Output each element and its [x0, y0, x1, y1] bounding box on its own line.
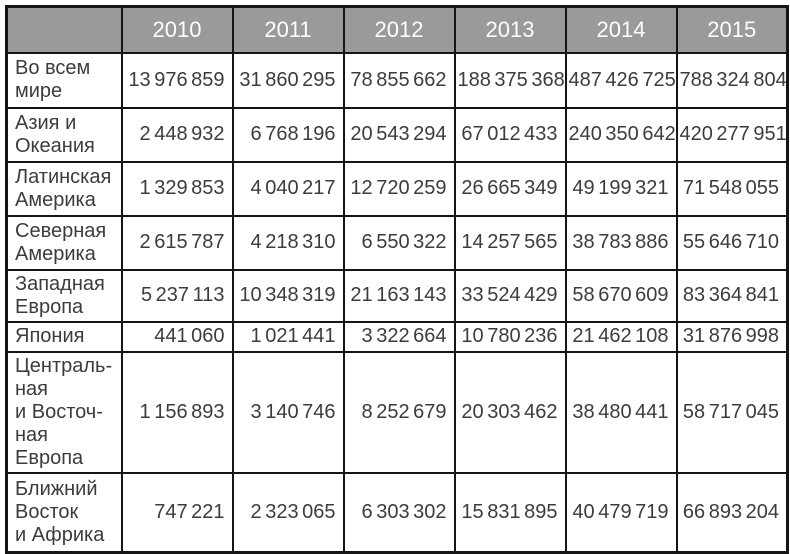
row-label-asia-oceania: Азия и Океания [5, 106, 123, 163]
cell-value: 3 140 746 [231, 350, 345, 474]
cell-value: 78 855 662 [342, 51, 456, 109]
cell-value: 487 426 725 [564, 51, 678, 109]
cell-value: 10 780 236 [453, 320, 567, 353]
cell-value: 8 252 679 [342, 350, 456, 474]
year-header-2010: 2010 [120, 5, 234, 54]
cell-value: 66 893 204 [675, 471, 789, 554]
row-label-north-america: Северная Америка [5, 214, 123, 271]
cell-value: 747 221 [120, 471, 234, 554]
cell-value: 20 543 294 [342, 106, 456, 163]
cell-value: 4 040 217 [231, 160, 345, 217]
cell-value: 10 348 319 [231, 268, 345, 323]
cell-value: 31 876 998 [675, 320, 789, 353]
header-row: 2010 2011 2012 2013 2014 2015 [5, 5, 789, 54]
year-header-2011: 2011 [231, 5, 345, 54]
table-row-western-europe: Западная Европа 5 237 113 10 348 319 21 … [5, 268, 789, 323]
cell-value: 2 448 932 [120, 106, 234, 163]
cell-value: 15 831 895 [453, 471, 567, 554]
cell-value: 71 548 055 [675, 160, 789, 217]
cell-value: 67 012 433 [453, 106, 567, 163]
cell-value: 21 462 108 [564, 320, 678, 353]
cell-value: 6 550 322 [342, 214, 456, 271]
cell-value: 2 615 787 [120, 214, 234, 271]
table-row-central-eastern-europe: Централь- ная и Восточ- ная Европа 1 156… [5, 350, 789, 474]
cell-value: 441 060 [120, 320, 234, 353]
cell-value: 188 375 368 [453, 51, 567, 109]
cell-value: 40 479 719 [564, 471, 678, 554]
cell-value: 83 364 841 [675, 268, 789, 323]
table-row-latin-america: Латинская Америка 1 329 853 4 040 217 12… [5, 160, 789, 217]
year-header-2014: 2014 [564, 5, 678, 54]
table-row-worldwide: Во всем мире 13 976 859 31 860 295 78 85… [5, 51, 789, 109]
corner-cell [5, 5, 123, 54]
table-row-asia-oceania: Азия и Океания 2 448 932 6 768 196 20 54… [5, 106, 789, 163]
cell-value: 3 322 664 [342, 320, 456, 353]
cell-value: 788 324 804 [675, 51, 789, 109]
cell-value: 6 303 302 [342, 471, 456, 554]
year-header-2015: 2015 [675, 5, 789, 54]
cell-value: 49 199 321 [564, 160, 678, 217]
cell-value: 6 768 196 [231, 106, 345, 163]
cell-value: 31 860 295 [231, 51, 345, 109]
cell-value: 38 480 441 [564, 350, 678, 474]
row-label-latin-america: Латинская Америка [5, 160, 123, 217]
cell-value: 5 237 113 [120, 268, 234, 323]
cell-value: 12 720 259 [342, 160, 456, 217]
cell-value: 2 323 065 [231, 471, 345, 554]
cell-value: 38 783 886 [564, 214, 678, 271]
row-label-japan: Япония [5, 320, 123, 353]
cell-value: 420 277 951 [675, 106, 789, 163]
cell-value: 240 350 642 [564, 106, 678, 163]
cell-value: 13 976 859 [120, 51, 234, 109]
cell-value: 55 646 710 [675, 214, 789, 271]
cell-value: 26 665 349 [453, 160, 567, 217]
cell-value: 20 303 462 [453, 350, 567, 474]
cell-value: 58 670 609 [564, 268, 678, 323]
table-row-north-america: Северная Америка 2 615 787 4 218 310 6 5… [5, 214, 789, 271]
row-label-western-europe: Западная Европа [5, 268, 123, 323]
cell-value: 58 717 045 [675, 350, 789, 474]
cell-value: 1 329 853 [120, 160, 234, 217]
cell-value: 1 021 441 [231, 320, 345, 353]
table-row-japan: Япония 441 060 1 021 441 3 322 664 10 78… [5, 320, 789, 353]
row-label-central-eastern-europe: Централь- ная и Восточ- ная Европа [5, 350, 123, 474]
cell-value: 14 257 565 [453, 214, 567, 271]
cell-value: 1 156 893 [120, 350, 234, 474]
row-label-middle-east-africa: Ближний Восток и Африка [5, 471, 123, 554]
cell-value: 33 524 429 [453, 268, 567, 323]
year-header-2012: 2012 [342, 5, 456, 54]
regional-yearly-data-table: 2010 2011 2012 2013 2014 2015 Во всем ми… [5, 5, 789, 554]
year-header-2013: 2013 [453, 5, 567, 54]
cell-value: 4 218 310 [231, 214, 345, 271]
table-row-middle-east-africa: Ближний Восток и Африка 747 221 2 323 06… [5, 471, 789, 554]
cell-value: 21 163 143 [342, 268, 456, 323]
row-label-worldwide: Во всем мире [5, 51, 123, 109]
